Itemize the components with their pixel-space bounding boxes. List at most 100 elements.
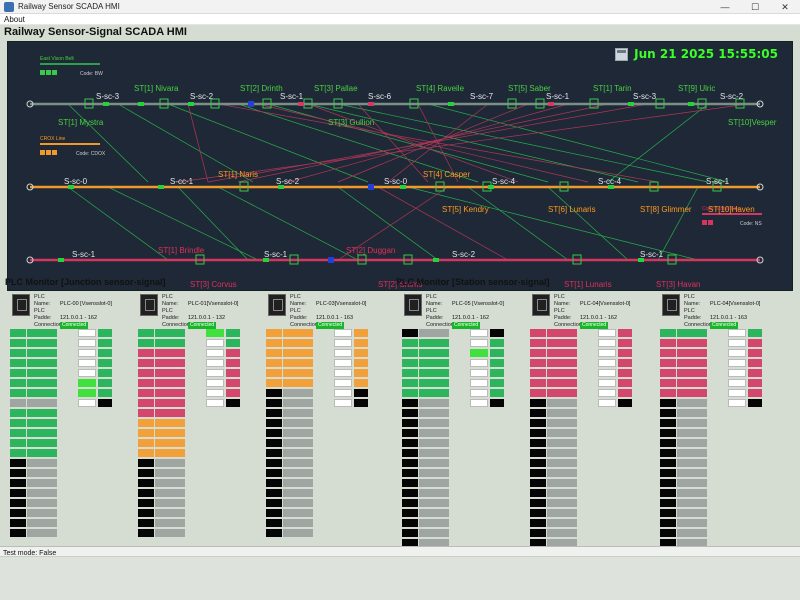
output-toggle[interactable] (598, 388, 616, 397)
output-toggle[interactable] (78, 338, 96, 347)
output-toggle[interactable] (206, 388, 224, 397)
output-toggle[interactable] (728, 358, 746, 367)
output-toggle[interactable] (598, 398, 616, 407)
input-tag (402, 418, 418, 427)
input-value (419, 338, 449, 347)
connection-badge: Connected (188, 322, 217, 329)
output-toggle[interactable] (334, 368, 352, 377)
output-toggle[interactable] (728, 368, 746, 377)
input-value (283, 478, 313, 487)
output-row (60, 328, 112, 337)
input-value (419, 518, 449, 527)
output-toggle[interactable] (598, 378, 616, 387)
input-tag (530, 498, 546, 507)
input-value (677, 408, 707, 417)
close-button[interactable]: ✕ (781, 1, 789, 12)
menu-about[interactable]: About (4, 15, 25, 24)
output-toggle[interactable] (334, 358, 352, 367)
output-toggle[interactable] (78, 378, 96, 387)
output-feedback (618, 328, 632, 337)
output-toggle[interactable] (728, 378, 746, 387)
input-value (419, 428, 449, 437)
output-toggle[interactable] (334, 348, 352, 357)
output-toggle[interactable] (598, 358, 616, 367)
input-tag (266, 348, 282, 357)
output-toggle[interactable] (334, 328, 352, 337)
clock-area: Jun 21 2025 15:55:05 (615, 47, 778, 61)
output-toggle[interactable] (470, 378, 488, 387)
output-toggle[interactable] (598, 368, 616, 377)
output-toggle[interactable] (206, 328, 224, 337)
output-toggle[interactable] (78, 398, 96, 407)
output-toggle[interactable] (78, 348, 96, 357)
output-toggle[interactable] (206, 358, 224, 367)
output-row (60, 398, 112, 407)
input-value (283, 528, 313, 537)
input-tag (660, 438, 676, 447)
station-label: ST[5] Saber (508, 84, 551, 93)
output-toggle[interactable] (470, 338, 488, 347)
output-feedback (354, 398, 368, 407)
output-toggle[interactable] (206, 398, 224, 407)
input-value (547, 468, 577, 477)
input-value (547, 348, 577, 357)
input-row (402, 488, 449, 497)
output-toggle[interactable] (206, 378, 224, 387)
output-toggle[interactable] (728, 398, 746, 407)
input-tag (138, 398, 154, 407)
output-toggle[interactable] (598, 328, 616, 337)
output-toggle[interactable] (728, 328, 746, 337)
input-value (677, 528, 707, 537)
input-tag (660, 458, 676, 467)
input-tag (660, 358, 676, 367)
output-toggle[interactable] (78, 388, 96, 397)
sensor-label: S-sc-1 (264, 250, 288, 259)
minimize-button[interactable]: — (720, 2, 730, 12)
output-toggle[interactable] (206, 338, 224, 347)
input-row (402, 418, 449, 427)
maximize-button[interactable]: ☐ (750, 1, 760, 12)
sensor-label: S-sc-0 (64, 177, 88, 186)
output-toggle[interactable] (728, 388, 746, 397)
output-toggle[interactable] (334, 398, 352, 407)
output-toggle[interactable] (334, 378, 352, 387)
input-tag (138, 438, 154, 447)
output-toggle[interactable] (470, 388, 488, 397)
input-value (677, 468, 707, 477)
output-toggle[interactable] (728, 348, 746, 357)
input-row (402, 428, 449, 437)
input-row (138, 508, 185, 517)
output-toggle[interactable] (470, 358, 488, 367)
connection-badge: Connected (580, 322, 609, 329)
output-toggle[interactable] (598, 348, 616, 357)
input-row (266, 458, 313, 467)
station-label: ST[1] Nivara (134, 84, 179, 93)
input-row (266, 468, 313, 477)
input-tag (10, 428, 26, 437)
output-toggle[interactable] (470, 328, 488, 337)
input-value (547, 358, 577, 367)
output-toggle[interactable] (206, 348, 224, 357)
input-row (138, 378, 185, 387)
output-toggle[interactable] (598, 338, 616, 347)
input-tag (266, 518, 282, 527)
output-toggle[interactable] (334, 338, 352, 347)
input-row (402, 478, 449, 487)
input-value (547, 448, 577, 457)
input-row (138, 368, 185, 377)
output-toggle[interactable] (334, 388, 352, 397)
output-toggle[interactable] (78, 358, 96, 367)
plc-name-label: PLC Name: (554, 294, 571, 307)
legend-south-title: Code Status Line (702, 206, 741, 212)
output-toggle[interactable] (728, 338, 746, 347)
plc-header: PLC Name: PLC-04[Vsensslot-0] PLC Padde: 12… (660, 292, 784, 329)
input-tag (10, 388, 26, 397)
output-toggle[interactable] (470, 368, 488, 377)
output-toggle[interactable] (206, 368, 224, 377)
output-toggle[interactable] (78, 368, 96, 377)
output-toggle[interactable] (470, 398, 488, 407)
output-feedback (226, 368, 240, 377)
output-toggle[interactable] (78, 328, 96, 337)
input-tag (138, 378, 154, 387)
output-toggle[interactable] (470, 348, 488, 357)
